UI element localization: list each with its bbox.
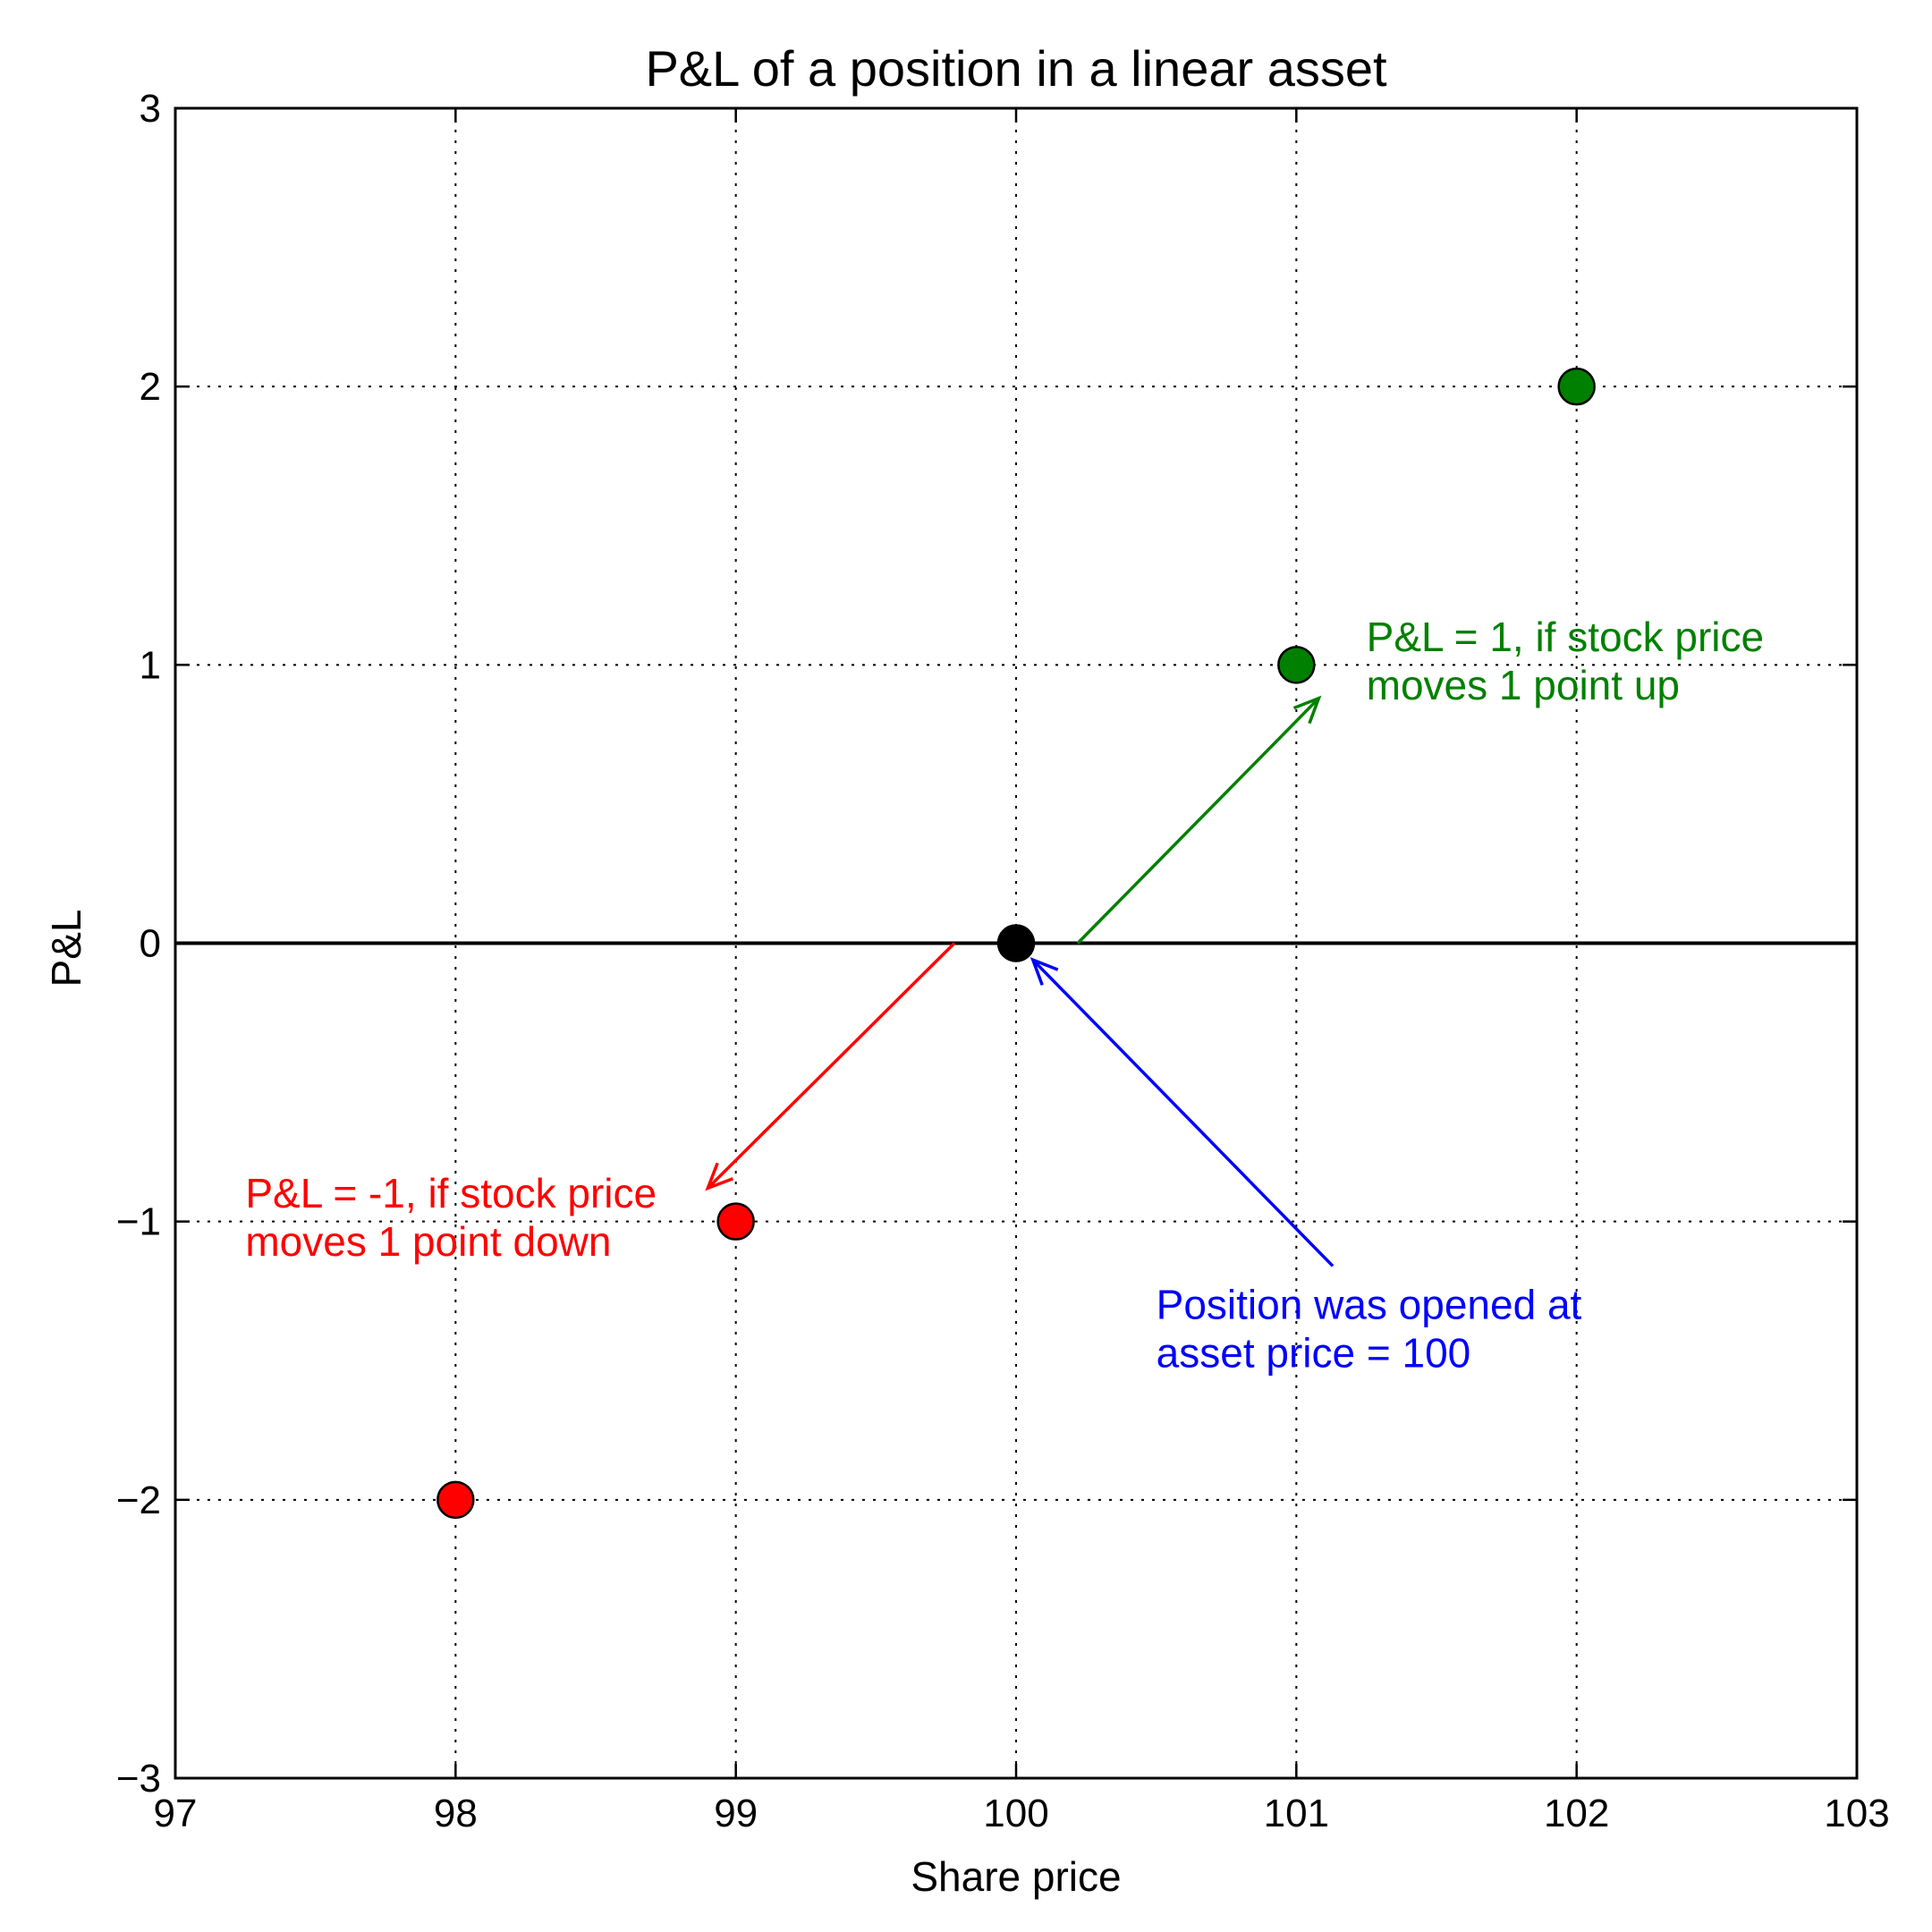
data-point bbox=[1277, 646, 1316, 684]
annotation-text: Position was opened at asset price = 100 bbox=[1157, 1282, 1582, 1377]
annotation-text: P&L = -1, if stock price moves 1 point do… bbox=[245, 1170, 657, 1265]
x-tick-label: 101 bbox=[1264, 1792, 1329, 1835]
x-tick-label: 103 bbox=[1824, 1792, 1889, 1835]
annotation-arrows bbox=[705, 695, 1335, 1267]
x-tick-label: 98 bbox=[434, 1792, 478, 1835]
x-tick-labels: 97 98 99 100 101 102 103 bbox=[154, 1792, 1890, 1835]
data-point bbox=[996, 924, 1036, 962]
y-tick-label: 3 bbox=[140, 87, 161, 131]
plot-frame bbox=[174, 106, 1859, 1780]
y-tick-labels: −3 −2 −1 0 1 2 3 bbox=[116, 87, 161, 1801]
x-axis-label: Share price bbox=[911, 1853, 1121, 1900]
x-tick-label: 99 bbox=[714, 1792, 758, 1835]
annotation-arrow bbox=[1030, 957, 1335, 1267]
y-tick-label: 0 bbox=[140, 922, 161, 966]
annotation-arrow bbox=[1076, 695, 1322, 945]
data-point bbox=[436, 1480, 475, 1520]
annotation-text: P&L = 1, if stock price moves 1 point up bbox=[1367, 614, 1764, 708]
annotation-arrow bbox=[705, 942, 956, 1191]
y-tick-label: 2 bbox=[140, 365, 161, 409]
x-tick-label: 102 bbox=[1544, 1792, 1609, 1835]
data-point bbox=[716, 1202, 755, 1241]
y-tick-label: 1 bbox=[140, 643, 161, 687]
data-points bbox=[436, 367, 1596, 1520]
chart-title: P&L of a position in a linear asset bbox=[645, 40, 1387, 97]
data-point bbox=[1557, 367, 1596, 406]
y-axis-label: P&L bbox=[43, 910, 89, 987]
x-tick-label: 100 bbox=[983, 1792, 1048, 1835]
y-tick-label: −3 bbox=[116, 1757, 161, 1801]
annotation-texts: P&L = 1, if stock price moves 1 point up P… bbox=[245, 614, 1764, 1377]
y-tick-label: −2 bbox=[116, 1479, 161, 1522]
y-tick-label: −1 bbox=[116, 1200, 161, 1244]
x-tick-label: 97 bbox=[154, 1792, 198, 1835]
